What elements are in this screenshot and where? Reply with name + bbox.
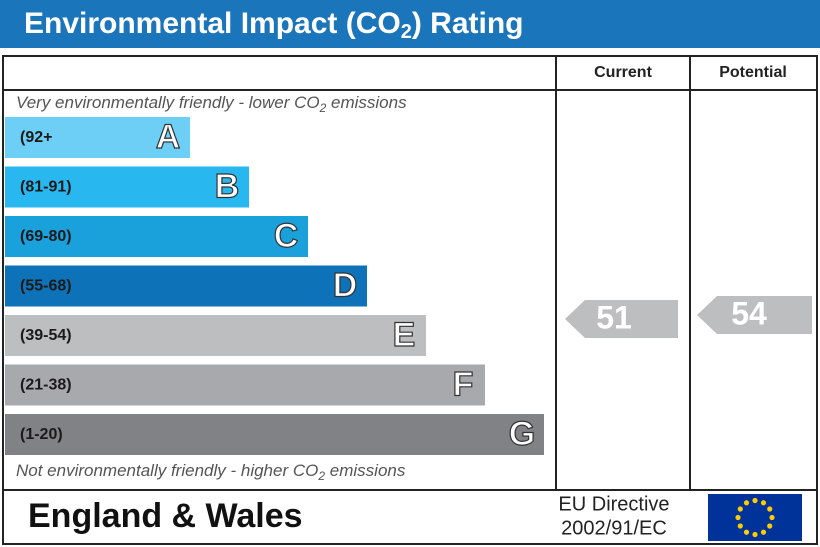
band-range: (81-91) [20,179,72,196]
band-range: (1-20) [20,426,63,443]
band-letter: C [274,217,299,255]
eu-star [743,500,750,506]
eu-star [743,529,750,535]
eu-star [752,497,758,504]
band-bar [5,364,485,406]
note-part: Not environmentally friendly - higher CO [16,461,318,480]
band-bar [5,414,544,455]
eu-star [752,531,758,538]
band-letter: F [453,365,474,403]
current-arrow [565,300,678,338]
band-letter: E [393,316,416,354]
bottom-note: Not environmentally friendly - higher CO… [16,461,406,483]
note-part: emissions [325,461,406,480]
eu-star [767,506,773,512]
header-bar [0,0,820,48]
band-letter: A [156,118,181,156]
band-bar [5,315,426,356]
directive: EU Directive [558,493,669,515]
note-subscript: 2 [317,469,325,483]
band-range: (39-54) [20,327,72,344]
header-title: Environmental Impact (CO2) Rating [24,7,524,43]
potential-rating: 54 [731,295,767,331]
top-note: Very environmentally friendly - lower CO… [16,93,407,115]
title-part: ) Rating [412,7,524,40]
eu-star [767,523,773,529]
directive: 2002/91/EC [561,517,667,539]
eu-star [760,500,767,506]
region: England & Wales [28,497,303,535]
eu-star [737,523,743,529]
band-letter: B [215,167,240,205]
band-bar [5,265,367,307]
eu-star [760,529,767,535]
band-range: (55-68) [20,278,72,295]
note-part: emissions [326,93,407,112]
title-subscript: 2 [401,21,412,43]
eu-star [769,514,775,521]
band-bar [5,117,190,158]
band-letter: G [509,415,535,453]
title-part: Environmental Impact (CO [24,7,401,40]
band-letter: D [333,266,358,304]
eu-star [735,514,741,521]
band-bar [5,166,249,208]
bands: (92+ A (81-91) B (69-80) C (55-68) D (39-54) E (21… [5,117,544,455]
band-range: (92+ [20,129,52,146]
column-header: Current [594,64,652,81]
band-range: (69-80) [20,228,72,245]
column-header: Potential [719,64,787,81]
potential-arrow [697,296,812,334]
band-bar [5,216,308,257]
current-rating: 51 [596,299,632,335]
eu-star [737,506,743,512]
band-range: (21-38) [20,377,72,394]
eu-stars [735,497,775,538]
note-part: Very environmentally friendly - lower CO [16,93,320,112]
frame [2,55,818,545]
note-subscript: 2 [319,101,327,115]
